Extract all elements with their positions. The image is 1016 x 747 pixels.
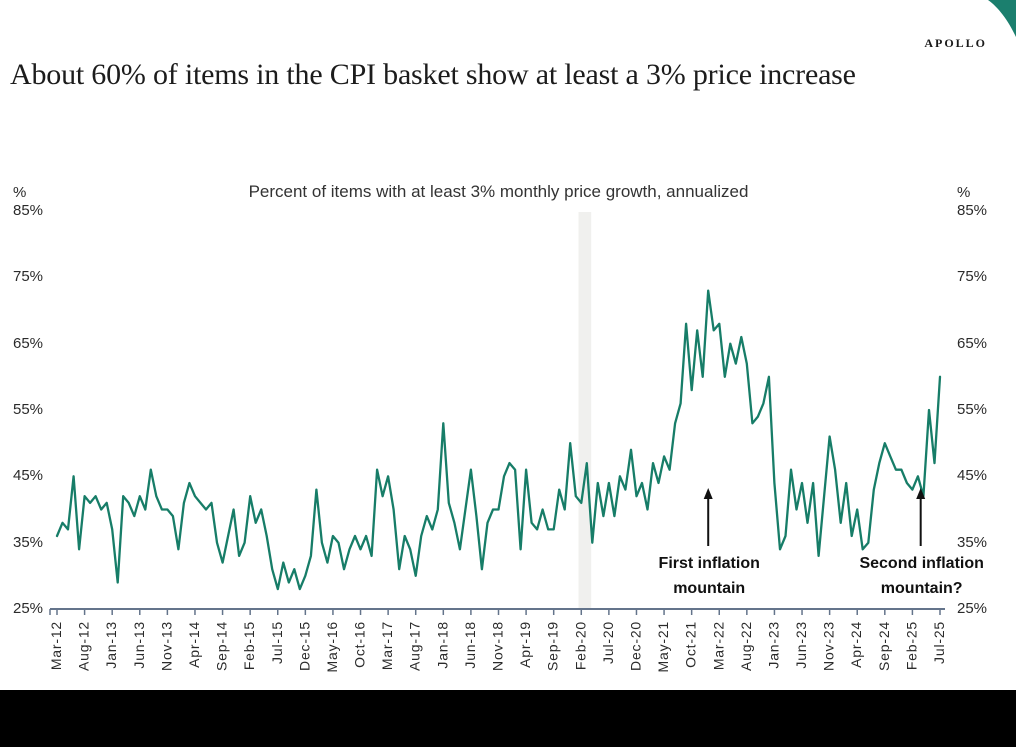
y-tick-label-left: 75% <box>13 268 44 286</box>
x-tick-label: Oct-21 <box>683 621 699 668</box>
y-tick-label-right: 85% <box>957 202 988 219</box>
x-tick-label: Mar-22 <box>710 621 726 670</box>
first-inflation-mountain-label: First inflation <box>659 555 760 572</box>
apollo-corner-icon <box>988 0 1016 37</box>
x-tick-label: Jan-18 <box>434 621 450 669</box>
x-tick-label: May-21 <box>655 621 671 672</box>
x-tick-label: Feb-15 <box>241 621 257 670</box>
x-tick-label: Jun-23 <box>793 621 809 669</box>
x-tick-label: Jan-23 <box>765 621 781 669</box>
x-tick-label: Aug-22 <box>738 621 754 671</box>
x-tick-label: Jan-13 <box>103 621 119 669</box>
x-tick-label: Jul-25 <box>931 621 947 664</box>
x-tick-label: Dec-15 <box>296 621 312 671</box>
y-tick-label-left: 55% <box>13 401 44 418</box>
y-tick-label-left: 65% <box>13 334 44 352</box>
second-inflation-mountain-label: Second inflation <box>859 555 983 572</box>
recession-band <box>578 212 592 609</box>
x-tick-label: Aug-17 <box>407 621 423 671</box>
x-tick-label: Mar-17 <box>379 621 395 670</box>
x-tick-label: Apr-14 <box>186 621 202 668</box>
x-tick-label: Nov-13 <box>158 621 174 671</box>
x-tick-label: Jul-20 <box>600 621 616 664</box>
x-tick-label: Feb-25 <box>903 621 919 670</box>
first-inflation-mountain-label: mountain <box>673 580 745 597</box>
y-axis-unit-left: % <box>13 184 27 201</box>
y-tick-label-right: 75% <box>957 268 988 286</box>
price-growth-line <box>55 289 942 591</box>
y-tick-label-right: 45% <box>957 467 988 485</box>
first-inflation-mountain-arrowhead <box>703 488 713 499</box>
x-tick-label: Nov-23 <box>821 621 837 671</box>
y-tick-label-left: 25% <box>13 600 44 617</box>
x-tick-label: Nov-18 <box>490 621 506 671</box>
x-tick-label: Aug-12 <box>76 621 92 671</box>
x-tick-label: Oct-16 <box>352 621 368 668</box>
x-tick-label: Mar-12 <box>48 621 64 670</box>
second-inflation-mountain-label: mountain? <box>881 580 963 597</box>
x-tick-label: Feb-20 <box>572 621 588 670</box>
x-tick-label: May-16 <box>324 621 340 672</box>
y-tick-label-right: 55% <box>957 401 988 418</box>
y-tick-label-right: 65% <box>957 334 988 352</box>
y-tick-label-right: 35% <box>957 533 988 551</box>
x-tick-label: Apr-24 <box>848 621 864 668</box>
y-axis-unit-right: % <box>957 184 971 201</box>
x-tick-label: Sep-14 <box>214 621 230 671</box>
x-tick-label: Jul-15 <box>269 621 285 664</box>
x-tick-label: Apr-19 <box>517 621 533 668</box>
bottom-black-bar <box>0 690 1016 747</box>
y-tick-label-right: 25% <box>957 600 988 617</box>
y-tick-label-left: 85% <box>13 202 44 219</box>
x-tick-label: Dec-20 <box>627 621 643 671</box>
x-tick-label: Sep-24 <box>876 621 892 671</box>
second-inflation-mountain-arrowhead <box>916 488 926 499</box>
x-tick-label: Jun-13 <box>131 621 147 669</box>
y-tick-label-left: 35% <box>13 533 44 551</box>
apollo-logo-text: APOLLO <box>924 36 987 50</box>
chart-subtitle: Percent of items with at least 3% monthl… <box>248 182 749 201</box>
y-tick-label-left: 45% <box>13 467 44 485</box>
x-tick-label: Jun-18 <box>462 621 478 669</box>
x-tick-label: Sep-19 <box>545 621 561 671</box>
page-title: About 60% of items in the CPI basket sho… <box>10 58 856 91</box>
